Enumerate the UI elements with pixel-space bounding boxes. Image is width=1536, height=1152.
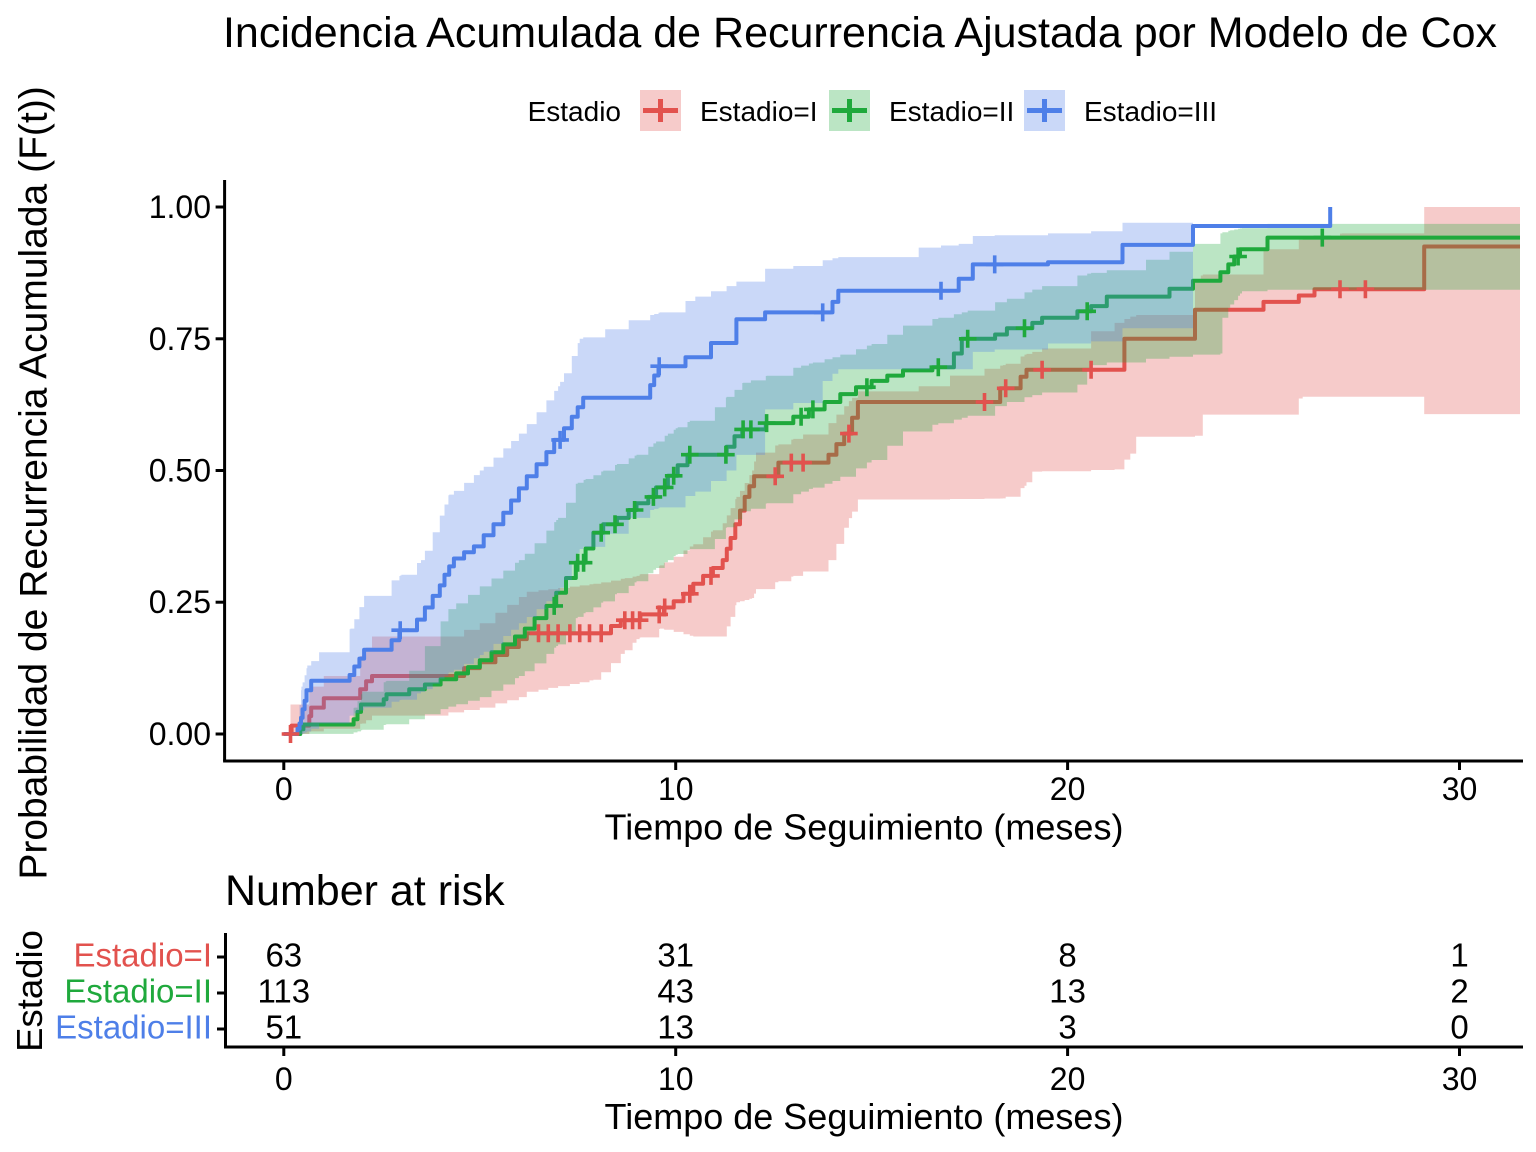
svg-text:31: 31 — [657, 937, 694, 974]
svg-text:1: 1 — [1450, 937, 1468, 974]
svg-text:113: 113 — [257, 973, 310, 1010]
svg-text:Estadio=I: Estadio=I — [73, 937, 212, 974]
svg-text:Estadio=II: Estadio=II — [64, 973, 212, 1010]
svg-text:20: 20 — [1050, 771, 1086, 807]
svg-text:2: 2 — [1450, 973, 1468, 1010]
svg-text:Estadio: Estadio — [9, 930, 50, 1052]
svg-text:8: 8 — [1058, 937, 1076, 974]
svg-text:0: 0 — [275, 771, 293, 807]
svg-text:0.75: 0.75 — [149, 321, 211, 357]
svg-text:51: 51 — [265, 1009, 302, 1046]
svg-text:10: 10 — [658, 771, 694, 807]
svg-text:0.00: 0.00 — [149, 716, 211, 752]
svg-text:0.25: 0.25 — [149, 584, 211, 620]
svg-text:63: 63 — [265, 937, 302, 974]
svg-text:1.00: 1.00 — [149, 189, 211, 225]
svg-text:Number at risk: Number at risk — [225, 867, 505, 915]
svg-text:13: 13 — [1049, 973, 1086, 1010]
svg-text:Estadio=II: Estadio=II — [889, 96, 1014, 127]
svg-text:Estadio: Estadio — [528, 96, 621, 127]
svg-text:0: 0 — [275, 1061, 293, 1097]
svg-text:Estadio=III: Estadio=III — [1084, 96, 1217, 127]
svg-text:Tiempo de Seguimiento (meses): Tiempo de Seguimiento (meses) — [605, 1096, 1124, 1137]
svg-text:Tiempo de Seguimiento (meses): Tiempo de Seguimiento (meses) — [605, 807, 1124, 848]
svg-text:0.50: 0.50 — [149, 453, 211, 489]
svg-text:20: 20 — [1050, 1061, 1086, 1097]
svg-text:10: 10 — [658, 1061, 694, 1097]
svg-text:0: 0 — [1450, 1009, 1468, 1046]
svg-text:3: 3 — [1058, 1009, 1076, 1046]
svg-text:Incidencia Acumulada de Recurr: Incidencia Acumulada de Recurrencia Ajus… — [223, 9, 1498, 57]
svg-text:30: 30 — [1442, 1061, 1478, 1097]
svg-text:43: 43 — [657, 973, 694, 1010]
svg-text:Estadio=I: Estadio=I — [700, 96, 818, 127]
svg-text:30: 30 — [1442, 771, 1478, 807]
svg-text:Estadio=III: Estadio=III — [55, 1009, 212, 1046]
svg-text:13: 13 — [657, 1009, 694, 1046]
svg-text:Probabilidad de Recurrencia Ac: Probabilidad de Recurrencia Acumulada (F… — [13, 86, 56, 879]
